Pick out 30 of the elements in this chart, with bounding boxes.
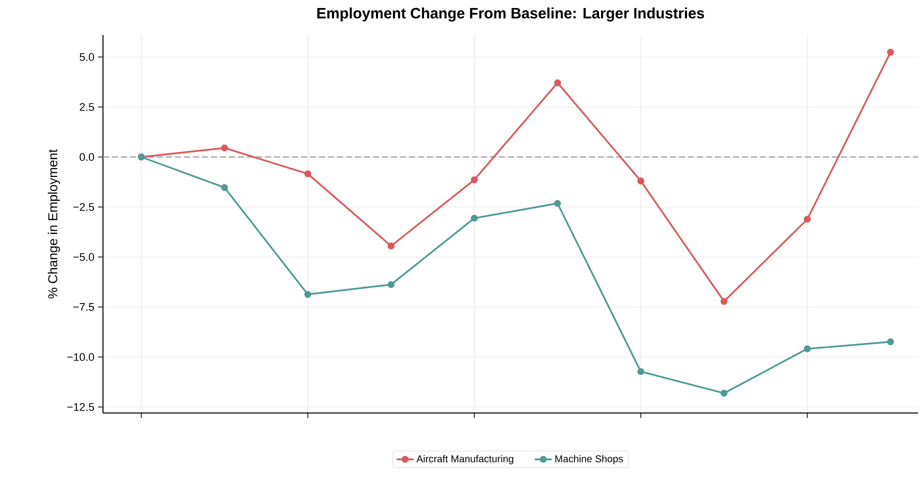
point <box>554 200 561 207</box>
point <box>304 290 312 298</box>
y-tick-label: 0.0 <box>80 153 94 161</box>
y-axis-title: % Change in Employment <box>48 149 60 298</box>
point <box>720 390 728 397</box>
point <box>221 144 228 152</box>
point <box>470 214 478 222</box>
point <box>887 338 894 346</box>
point <box>804 345 811 352</box>
point <box>554 79 561 86</box>
point <box>804 216 811 223</box>
point <box>720 298 728 305</box>
legend-label: Machine Shops <box>555 454 623 464</box>
y-tick-label: 5.0 <box>80 53 94 61</box>
y-tick-label: −12.5 <box>67 403 94 411</box>
point <box>388 281 394 288</box>
point <box>388 242 394 250</box>
y-tick-label: −10.0 <box>67 353 94 361</box>
point <box>304 170 312 178</box>
point <box>637 368 644 376</box>
point <box>221 184 228 192</box>
y-tick-label: −5.0 <box>73 253 94 261</box>
y-tick-label: −7.5 <box>73 303 94 311</box>
y-tick-label: 2.5 <box>80 103 94 111</box>
y-tick-label: −2.5 <box>73 203 94 211</box>
point <box>637 178 644 184</box>
chart-title: Employment Change From Baseline: Larger Industries <box>317 8 704 22</box>
point <box>887 48 894 56</box>
point <box>470 176 478 184</box>
legend-label: Aircraft Manufacturing <box>416 454 514 464</box>
